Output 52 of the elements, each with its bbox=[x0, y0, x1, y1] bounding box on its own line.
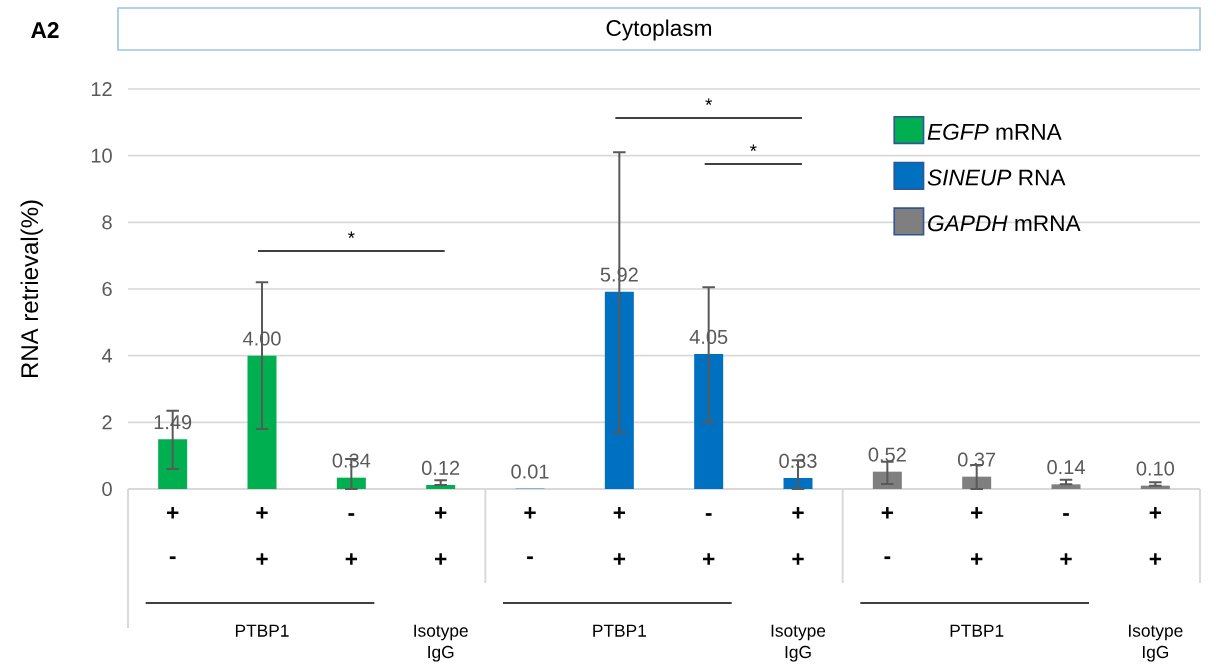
data-label: 0.12 bbox=[421, 460, 460, 475]
y-tick-label: 6 bbox=[102, 281, 112, 297]
text: + bbox=[256, 553, 268, 565]
text: + bbox=[703, 553, 715, 565]
x-tick-label: + bbox=[435, 507, 447, 519]
text: PTBP1 bbox=[235, 624, 289, 637]
legend-label: EGFP mRNA bbox=[927, 123, 1062, 140]
legend-label: SINEUP RNA bbox=[927, 169, 1066, 186]
text: + bbox=[435, 553, 447, 565]
x-tick-label: + bbox=[167, 507, 179, 519]
x-tick-label: - bbox=[1063, 513, 1069, 516]
y-tick-label: 8 bbox=[102, 215, 112, 230]
y-tick-label: 12 bbox=[91, 82, 112, 96]
y-tick-label: 2 bbox=[102, 415, 112, 430]
x-tick-label: + bbox=[792, 507, 804, 519]
annotation: * bbox=[348, 231, 355, 238]
x-tick-label: + bbox=[971, 507, 983, 519]
text: - bbox=[527, 556, 533, 560]
text: A2 bbox=[31, 22, 59, 38]
x-tick-label: + bbox=[881, 507, 894, 519]
data-label: 0.34 bbox=[332, 453, 371, 468]
x-tick-label: - bbox=[348, 513, 355, 516]
text: + bbox=[792, 553, 804, 565]
data-label: 0.01 bbox=[511, 464, 549, 479]
text: + bbox=[971, 553, 983, 565]
data-label: 0.52 bbox=[868, 447, 906, 462]
text: + bbox=[613, 553, 626, 565]
x-tick-label: - bbox=[705, 513, 712, 516]
x-tick-label: + bbox=[1149, 507, 1162, 519]
text: Isotype IgG bbox=[771, 624, 826, 662]
chart-title: Cytoplasm bbox=[606, 19, 712, 41]
annotation: * bbox=[705, 98, 713, 105]
text: Isotype IgG bbox=[414, 624, 468, 662]
text: - bbox=[884, 556, 891, 560]
x-tick-label: + bbox=[256, 507, 268, 519]
x-tick-label: + bbox=[613, 507, 626, 519]
text: + bbox=[345, 553, 358, 565]
data-label: 0.10 bbox=[1136, 461, 1175, 476]
data-label: 0.14 bbox=[1047, 460, 1085, 475]
legend-label: GAPDH mRNA bbox=[928, 215, 1081, 232]
text: - bbox=[169, 556, 176, 560]
text: + bbox=[1149, 553, 1162, 565]
text: + bbox=[1060, 553, 1072, 565]
y-tick-label: 10 bbox=[91, 148, 112, 163]
text: Isotype IgG bbox=[1129, 624, 1183, 662]
text: PTBP1 bbox=[593, 624, 646, 637]
y-tick-label: 4 bbox=[101, 348, 113, 363]
y-tick-label: 0 bbox=[102, 481, 112, 497]
text: PTBP1 bbox=[950, 624, 1004, 637]
y-axis-title: RNA retrieval(%) bbox=[20, 200, 43, 378]
annotation: * bbox=[750, 144, 757, 151]
x-tick-label: + bbox=[524, 507, 536, 519]
